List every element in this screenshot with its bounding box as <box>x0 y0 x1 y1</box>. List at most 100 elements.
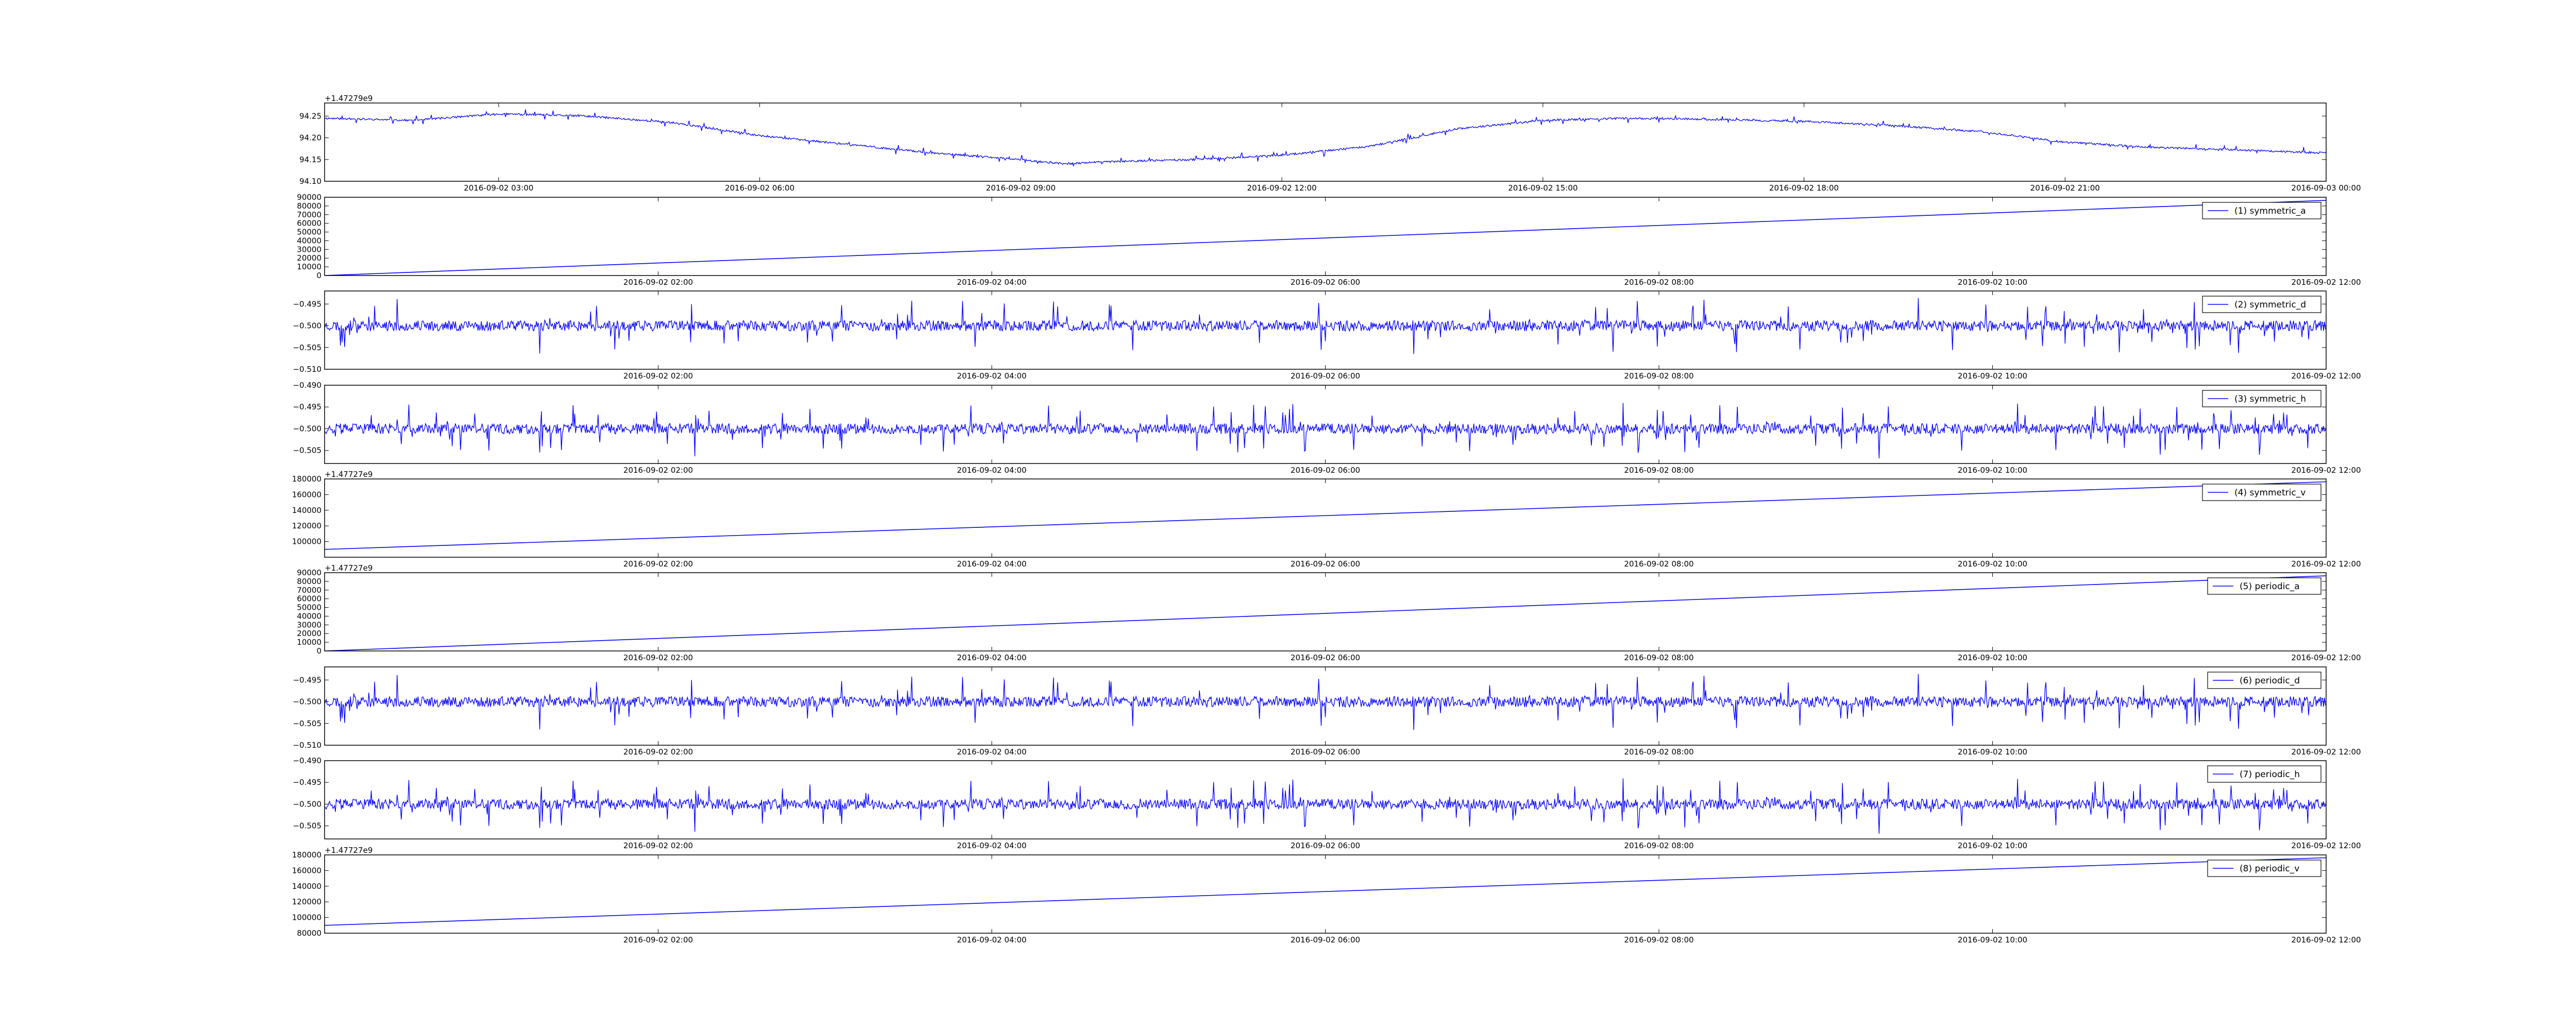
axes-frame <box>324 760 2327 839</box>
axes-frame <box>324 102 2327 182</box>
x-tick-label: 2016-09-02 12:00 <box>2291 371 2361 381</box>
y-tick-label: 70000 <box>297 586 321 595</box>
y-tick-label: −0.490 <box>293 756 321 765</box>
offset-label: +1.47727e9 <box>325 470 372 479</box>
y-tick-label: −0.505 <box>293 446 321 455</box>
y-tick-label: −0.500 <box>293 799 321 809</box>
x-tick-label: 2016-09-02 12:00 <box>1247 183 1316 193</box>
x-tick-label: 2016-09-02 02:00 <box>623 466 693 475</box>
y-tick-label: −0.505 <box>293 719 321 728</box>
legend-entry: (6) periodic_d <box>2240 676 2300 686</box>
x-tick-label: 2016-09-02 10:00 <box>1958 841 2027 850</box>
x-tick-label: 2016-09-02 04:00 <box>957 371 1026 381</box>
x-tick-label: 2016-09-02 10:00 <box>1958 653 2027 662</box>
x-tick-label: 2016-09-02 04:00 <box>957 653 1026 662</box>
y-tick-label: 94.10 <box>299 177 321 186</box>
y-tick-label: −0.490 <box>293 381 321 390</box>
axes-frame <box>324 854 2327 934</box>
series-line-6-1 <box>325 575 2326 651</box>
x-tick-label: 2016-09-02 08:00 <box>1624 747 1693 757</box>
panel-9: 80000 100000 120000 140000 160000 180000 2016-… <box>292 846 2361 945</box>
x-tick-label: 2016-09-02 08:00 <box>1624 466 1693 475</box>
x-tick-label: 2016-09-02 04:00 <box>957 841 1026 850</box>
legend: (1) symmetric_a <box>2202 202 2321 219</box>
x-tick-label: 2016-09-02 06:00 <box>1291 559 1360 569</box>
legend-entry: (1) symmetric_a <box>2234 206 2306 216</box>
y-tick-label: −0.500 <box>293 424 321 433</box>
x-tick-label: 2016-09-02 02:00 <box>623 747 693 757</box>
legend: (3) symmetric_h <box>2202 390 2321 407</box>
x-tick-label: 2016-09-02 02:00 <box>623 841 693 850</box>
series-line-3-1 <box>325 298 2326 354</box>
panel-1: 94.10 94.15 94.20 94.25 2016-09-02 03:00 2016… <box>299 94 2361 193</box>
x-tick-label: 2016-09-02 04:00 <box>957 747 1026 757</box>
y-tick-label: 10000 <box>297 262 321 271</box>
legend: (8) periodic_v <box>2207 860 2321 877</box>
x-tick-label: 2016-09-02 12:00 <box>2291 653 2361 662</box>
y-tick-label: 60000 <box>297 594 321 604</box>
x-tick-label: 2016-09-02 04:00 <box>957 559 1026 569</box>
x-tick-label: 2016-09-02 02:00 <box>623 278 693 287</box>
y-tick-label: 50000 <box>297 228 321 237</box>
y-tick-label: −0.510 <box>293 741 321 750</box>
x-tick-label: 2016-09-02 15:00 <box>1508 183 1578 193</box>
y-tick-label: −0.495 <box>293 402 321 411</box>
panel-8: −0.505 −0.500 −0.495 −0.490 2016-09-02 02:00… <box>293 756 2361 850</box>
series-line-7-1 <box>325 674 2326 730</box>
y-tick-label: 120000 <box>292 897 321 906</box>
x-tick-label: 2016-09-02 12:00 <box>2291 278 2361 287</box>
x-tick-label: 2016-09-02 08:00 <box>1624 278 1693 287</box>
x-tick-label: 2016-09-02 04:00 <box>957 278 1026 287</box>
x-tick-label: 2016-09-02 12:00 <box>2291 466 2361 475</box>
y-tick-label: 80000 <box>297 929 321 938</box>
x-tick-label: 2016-09-02 06:00 <box>1291 935 1360 945</box>
x-tick-label: 2016-09-02 06:00 <box>1291 841 1360 850</box>
panel-3: −0.510 −0.505 −0.500 −0.495 2016-09-02 02:00… <box>293 290 2361 381</box>
y-tick-label: 90000 <box>297 193 321 202</box>
y-tick-label: −0.500 <box>293 321 321 331</box>
x-tick-label: 2016-09-02 06:00 <box>1291 466 1360 475</box>
offset-label: +1.47727e9 <box>325 563 372 573</box>
x-tick-label: 2016-09-02 08:00 <box>1624 371 1693 381</box>
y-tick-label: 60000 <box>297 219 321 228</box>
x-tick-label: 2016-09-02 12:00 <box>2291 841 2361 850</box>
x-tick-label: 2016-09-02 08:00 <box>1624 935 1693 945</box>
y-tick-label: −0.495 <box>293 299 321 308</box>
y-tick-label: 160000 <box>292 866 321 875</box>
x-tick-label: 2016-09-02 10:00 <box>1958 747 2027 757</box>
y-tick-label: 0 <box>316 646 321 656</box>
legend: (6) periodic_d <box>2207 672 2321 689</box>
x-tick-label: 2016-09-02 10:00 <box>1958 935 2027 945</box>
x-tick-label: 2016-09-02 02:00 <box>623 653 693 662</box>
x-tick-label: 2016-09-02 21:00 <box>2030 183 2100 193</box>
legend: (4) symmetric_v <box>2202 484 2321 501</box>
legend-entry: (8) periodic_v <box>2240 864 2299 874</box>
x-tick-label: 2016-09-02 04:00 <box>957 935 1026 945</box>
x-tick-label: 2016-09-02 08:00 <box>1624 559 1693 569</box>
panel-6: 0100002000030000400005000060000700008000… <box>297 563 2361 662</box>
x-tick-label: 2016-09-02 03:00 <box>464 183 533 193</box>
series-line-9-1 <box>325 857 2326 926</box>
y-tick-label: −0.500 <box>293 697 321 707</box>
y-tick-label: 120000 <box>292 521 321 530</box>
y-tick-label: 94.25 <box>299 111 321 121</box>
panel-7: −0.510 −0.505 −0.500 −0.495 2016-09-02 02:00… <box>293 666 2361 757</box>
y-tick-label: 40000 <box>297 236 321 245</box>
y-tick-label: 30000 <box>297 620 321 629</box>
legend: (5) periodic_a <box>2207 577 2321 595</box>
y-tick-label: 40000 <box>297 611 321 621</box>
x-tick-label: 2016-09-02 09:00 <box>986 183 1056 193</box>
x-tick-label: 2016-09-02 06:00 <box>725 183 794 193</box>
x-tick-label: 2016-09-02 10:00 <box>1958 278 2027 287</box>
legend-box <box>2202 484 2321 501</box>
x-tick-label: 2016-09-02 08:00 <box>1624 653 1693 662</box>
x-tick-label: 2016-09-02 06:00 <box>1291 371 1360 381</box>
legend-entry: (5) periodic_a <box>2240 581 2300 592</box>
y-tick-label: −0.495 <box>293 675 321 684</box>
x-tick-label: 2016-09-02 08:00 <box>1624 841 1693 850</box>
y-tick-label: 94.20 <box>299 133 321 143</box>
y-tick-label: 50000 <box>297 603 321 612</box>
y-tick-label: 180000 <box>292 474 321 484</box>
series-line-4-1 <box>325 403 2326 459</box>
y-tick-label: 70000 <box>297 210 321 219</box>
